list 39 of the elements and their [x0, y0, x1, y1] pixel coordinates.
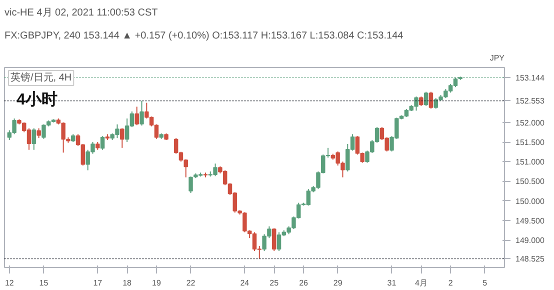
- x-tick-label: 17: [93, 278, 103, 288]
- y-tick-label: 151.000: [516, 158, 545, 167]
- x-tick-label: 26: [299, 278, 309, 288]
- candlestick: [428, 91, 434, 110]
- y-tick-label: 149.000: [516, 236, 545, 246]
- text: vic-HE 4月 02, 2021 11:00:53 CST: [4, 8, 158, 18]
- candlestick: [140, 100, 144, 126]
- x-tick-label: 2: [448, 278, 454, 288]
- ref-line-label: 148.525: [516, 254, 545, 264]
- x-tick-label: 4月: [414, 278, 428, 288]
- x-tick-label: 31: [387, 278, 397, 288]
- x-tick-label: 5: [482, 278, 488, 288]
- candlestick: [272, 228, 276, 252]
- x-tick-label: 29: [333, 278, 343, 288]
- text: JPY: [490, 54, 506, 62]
- x-tick-label: 18: [122, 278, 132, 288]
- candlestick: [32, 128, 36, 150]
- text: 4小时: [16, 90, 58, 108]
- x-tick-label: 22: [186, 278, 196, 288]
- x-tick-label: 19: [152, 278, 162, 288]
- y-tick-label: 150.000: [516, 196, 545, 206]
- candlestick: [424, 91, 428, 106]
- candlestick: [120, 128, 124, 148]
- x-tick-label: 12: [4, 278, 14, 288]
- candlestick: [36, 128, 41, 139]
- x-tick-label: 24: [240, 278, 250, 288]
- y-tick-label: 152.000: [516, 118, 545, 128]
- ref-line-label: 153.144: [516, 74, 545, 83]
- text: FX:GBPJPY, 240 153.144 ▲ +0.157 (+0.10%) O:153.117 H:153.167 L:153.084 C:153.144: [4, 30, 404, 42]
- x-tick-label: 15: [39, 278, 49, 288]
- ref-line-label: 152.553: [516, 96, 545, 106]
- candlestick: [100, 136, 105, 150]
- candlestick: [419, 96, 424, 106]
- x-tick-label: 25: [270, 278, 280, 288]
- y-tick-label: 151.500: [516, 138, 545, 148]
- annotation: 英镑/日元, 4H: [10, 72, 72, 84]
- y-tick-label: 150.500: [516, 177, 545, 186]
- y-tick-label: 149.500: [516, 216, 545, 226]
- candlestick: [134, 106, 139, 126]
